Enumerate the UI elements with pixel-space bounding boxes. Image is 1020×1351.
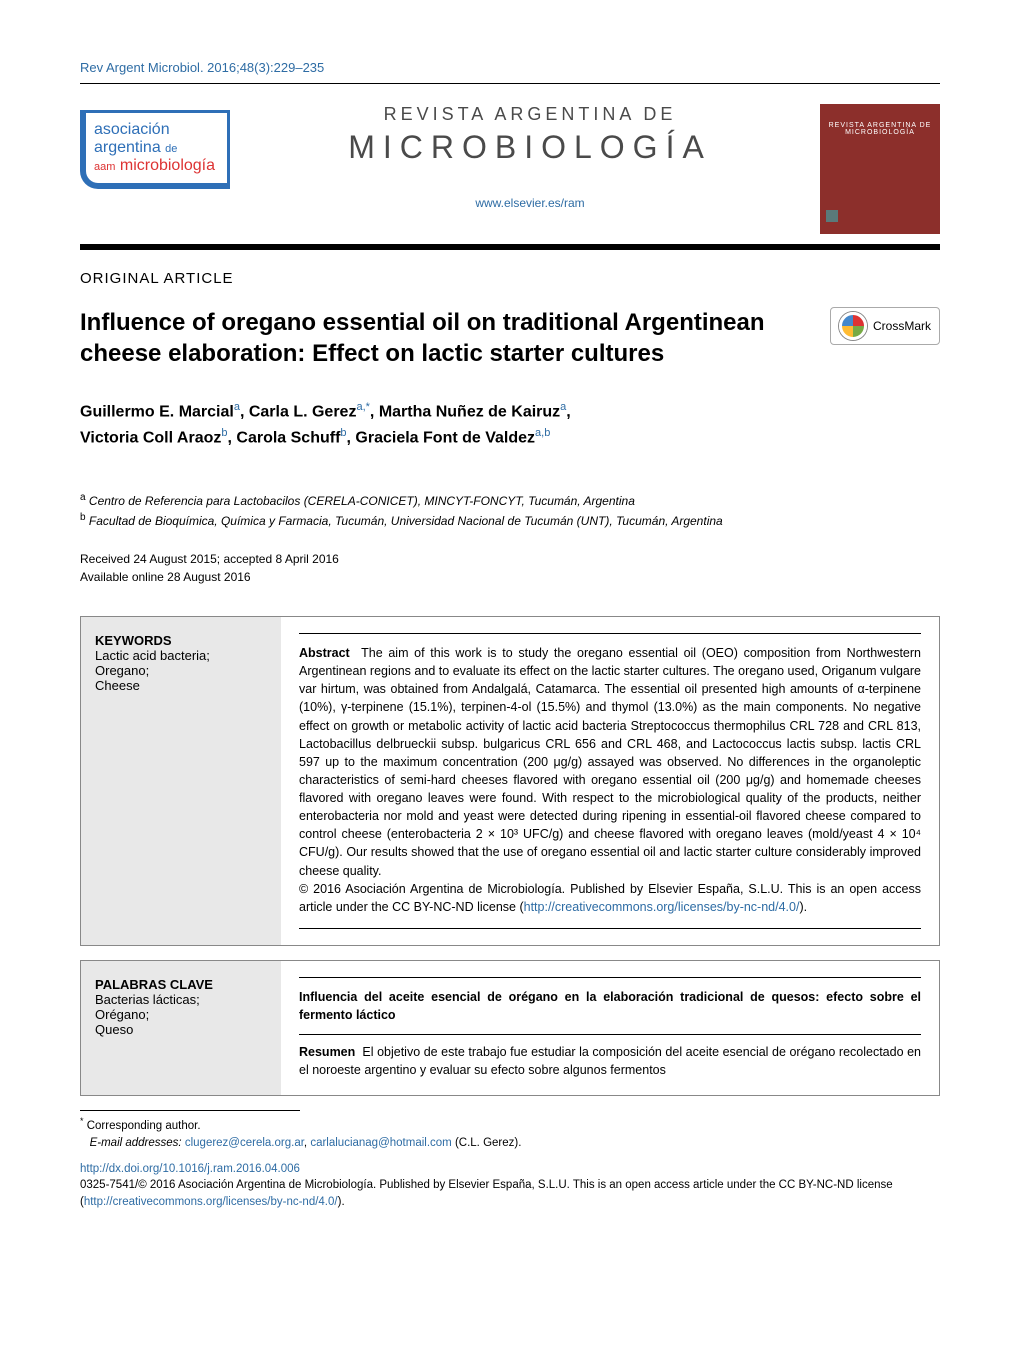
corresponding-author-note: * Corresponding author. <box>80 1115 940 1135</box>
article-title: Influence of oregano essential oil on tr… <box>80 307 780 369</box>
footnotes: * Corresponding author. E-mail addresses… <box>80 1110 940 1152</box>
affiliations: a Centro de Referencia para Lactobacilos… <box>80 490 940 530</box>
journal-reference: Rev Argent Microbiol. 2016;48(3):229–235 <box>80 60 940 75</box>
abstract-panel: Abstract The aim of this work is to stud… <box>281 617 939 945</box>
palabras-list: Bacterias lácticas; Orégano; Queso <box>95 992 267 1037</box>
article-type: ORIGINAL ARTICLE <box>80 270 940 287</box>
title-row: Influence of oregano essential oil on tr… <box>80 307 940 369</box>
bottom-license-link[interactable]: http://creativecommons.org/licenses/by-n… <box>84 1196 338 1208</box>
email-link[interactable]: clugerez@cerela.org.ar <box>185 1137 304 1149</box>
email-label: E-mail addresses: <box>90 1137 182 1149</box>
association-logo: asociación argentina de aam microbiologí… <box>80 104 240 194</box>
crossmark-text: CrossMark <box>873 319 931 333</box>
issn-copyright: 0325-7541/© 2016 Asociación Argentina de… <box>80 1177 940 1212</box>
abstract-box: KEYWORDS Lactic acid bacteria; Oregano; … <box>80 616 940 946</box>
abstract-heading: Abstract <box>299 646 350 660</box>
email-tail: (C.L. Gerez). <box>455 1137 521 1149</box>
abstract-body: The aim of this work is to study the ore… <box>299 646 921 878</box>
dates: Received 24 August 2015; accepted 8 Apri… <box>80 550 940 586</box>
doi-link[interactable]: http://dx.doi.org/10.1016/j.ram.2016.04.… <box>80 1163 940 1175</box>
resumen-box: PALABRAS CLAVE Bacterias lácticas; Oréga… <box>80 960 940 1097</box>
license-link[interactable]: http://creativecommons.org/licenses/by-n… <box>524 900 800 914</box>
affiliation: a Centro de Referencia para Lactobacilos… <box>80 490 940 510</box>
logo-line-3: aam microbiología <box>94 157 215 175</box>
email-line: E-mail addresses: clugerez@cerela.org.ar… <box>80 1135 940 1152</box>
resumen-body: El objetivo de este trabajo fue estudiar… <box>299 1045 921 1077</box>
received-accepted: Received 24 August 2015; accepted 8 Apri… <box>80 550 940 568</box>
available-online: Available online 28 August 2016 <box>80 568 940 586</box>
keywords-heading: KEYWORDS <box>95 633 267 648</box>
top-rule <box>80 83 940 84</box>
resumen-panel: Influencia del aceite esencial de orégan… <box>281 961 939 1096</box>
thick-rule <box>80 244 940 250</box>
header-row: asociación argentina de aam microbiologí… <box>80 104 940 234</box>
resumen-title: Influencia del aceite esencial de orégan… <box>299 988 921 1024</box>
authors: Guillermo E. Marciala, Carla L. Gereza,*… <box>80 399 940 450</box>
affiliation: b Facultad de Bioquímica, Química y Farm… <box>80 510 940 530</box>
crossmark-icon <box>839 312 867 340</box>
resumen-heading: Resumen <box>299 1045 355 1059</box>
palabras-panel: PALABRAS CLAVE Bacterias lácticas; Oréga… <box>81 961 281 1096</box>
email-link[interactable]: carlalucianag@hotmail.com <box>310 1137 451 1149</box>
journal-cover-thumbnail: REVISTA ARGENTINA DE MICROBIOLOGÍA <box>820 104 940 234</box>
cover-strip-decoration <box>826 210 838 222</box>
cover-label: REVISTA ARGENTINA DE MICROBIOLOGÍA <box>820 122 940 136</box>
logo-line-2: argentina de <box>94 139 215 157</box>
abstract-copyright-tail: ). <box>799 900 807 914</box>
journal-title-block: REVISTA ARGENTINA DE MICROBIOLOGÍA www.e… <box>240 104 820 210</box>
journal-title: MICROBIOLOGÍA <box>240 129 820 166</box>
keywords-panel: KEYWORDS Lactic acid bacteria; Oregano; … <box>81 617 281 945</box>
journal-link[interactable]: www.elsevier.es/ram <box>240 196 820 210</box>
logo-line-1: asociación <box>94 121 215 139</box>
journal-pretitle: REVISTA ARGENTINA DE <box>240 104 820 125</box>
palabras-heading: PALABRAS CLAVE <box>95 977 267 992</box>
crossmark-badge[interactable]: CrossMark <box>830 307 940 345</box>
keywords-list: Lactic acid bacteria; Oregano; Cheese <box>95 648 267 693</box>
